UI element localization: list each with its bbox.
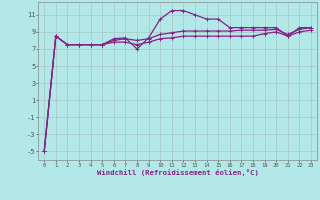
X-axis label: Windchill (Refroidissement éolien,°C): Windchill (Refroidissement éolien,°C) bbox=[97, 169, 259, 176]
